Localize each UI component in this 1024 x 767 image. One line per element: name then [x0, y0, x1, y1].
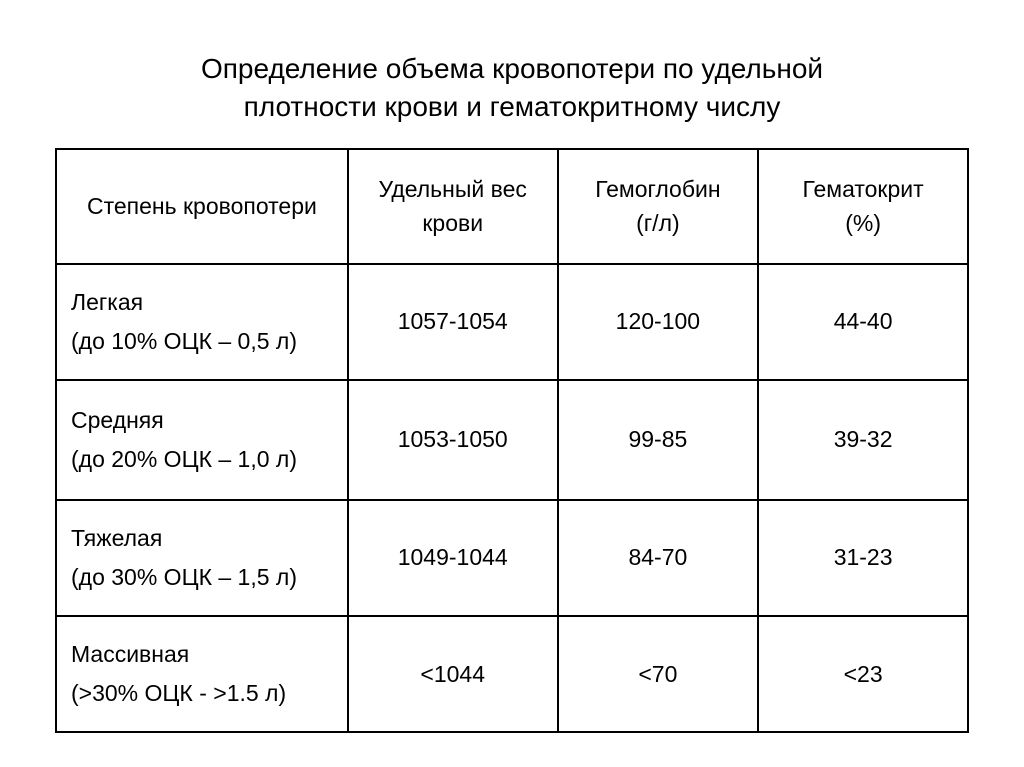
- cell-specific-weight: 1049-1044: [348, 500, 558, 616]
- blood-loss-table: Степень кровопотери Удельный вес крови Г…: [55, 148, 969, 734]
- table-header-row: Степень кровопотери Удельный вес крови Г…: [56, 149, 968, 264]
- cell-hematocrit: <23: [758, 616, 968, 732]
- cell-hemoglobin: 99-85: [558, 380, 759, 500]
- table-row: Средняя (до 20% ОЦК – 1,0 л) 1053-1050 9…: [56, 380, 968, 500]
- cell-hematocrit: 44-40: [758, 264, 968, 380]
- cell-hemoglobin: 84-70: [558, 500, 759, 616]
- header-hematocrit: Гематокрит (%): [758, 149, 968, 264]
- cell-specific-weight: 1057-1054: [348, 264, 558, 380]
- header-degree: Степень кровопотери: [56, 149, 348, 264]
- cell-specific-weight: <1044: [348, 616, 558, 732]
- cell-specific-weight: 1053-1050: [348, 380, 558, 500]
- cell-hemoglobin: <70: [558, 616, 759, 732]
- cell-hematocrit: 39-32: [758, 380, 968, 500]
- title-line-2: плотности крови и гематокритному числу: [244, 91, 781, 122]
- table-row: Массивная (>30% ОЦК - >1.5 л) <1044 <70 …: [56, 616, 968, 732]
- cell-degree: Массивная (>30% ОЦК - >1.5 л): [56, 616, 348, 732]
- title-line-1: Определение объема кровопотери по удельн…: [201, 53, 823, 84]
- header-hemoglobin: Гемоглобин (г/л): [558, 149, 759, 264]
- cell-degree: Средняя (до 20% ОЦК – 1,0 л): [56, 380, 348, 500]
- table-row: Тяжелая (до 30% ОЦК – 1,5 л) 1049-1044 8…: [56, 500, 968, 616]
- cell-degree: Легкая (до 10% ОЦК – 0,5 л): [56, 264, 348, 380]
- header-specific-weight: Удельный вес крови: [348, 149, 558, 264]
- table-row: Легкая (до 10% ОЦК – 0,5 л) 1057-1054 12…: [56, 264, 968, 380]
- cell-hemoglobin: 120-100: [558, 264, 759, 380]
- page-title: Определение объема кровопотери по удельн…: [55, 50, 969, 126]
- cell-degree: Тяжелая (до 30% ОЦК – 1,5 л): [56, 500, 348, 616]
- cell-hematocrit: 31-23: [758, 500, 968, 616]
